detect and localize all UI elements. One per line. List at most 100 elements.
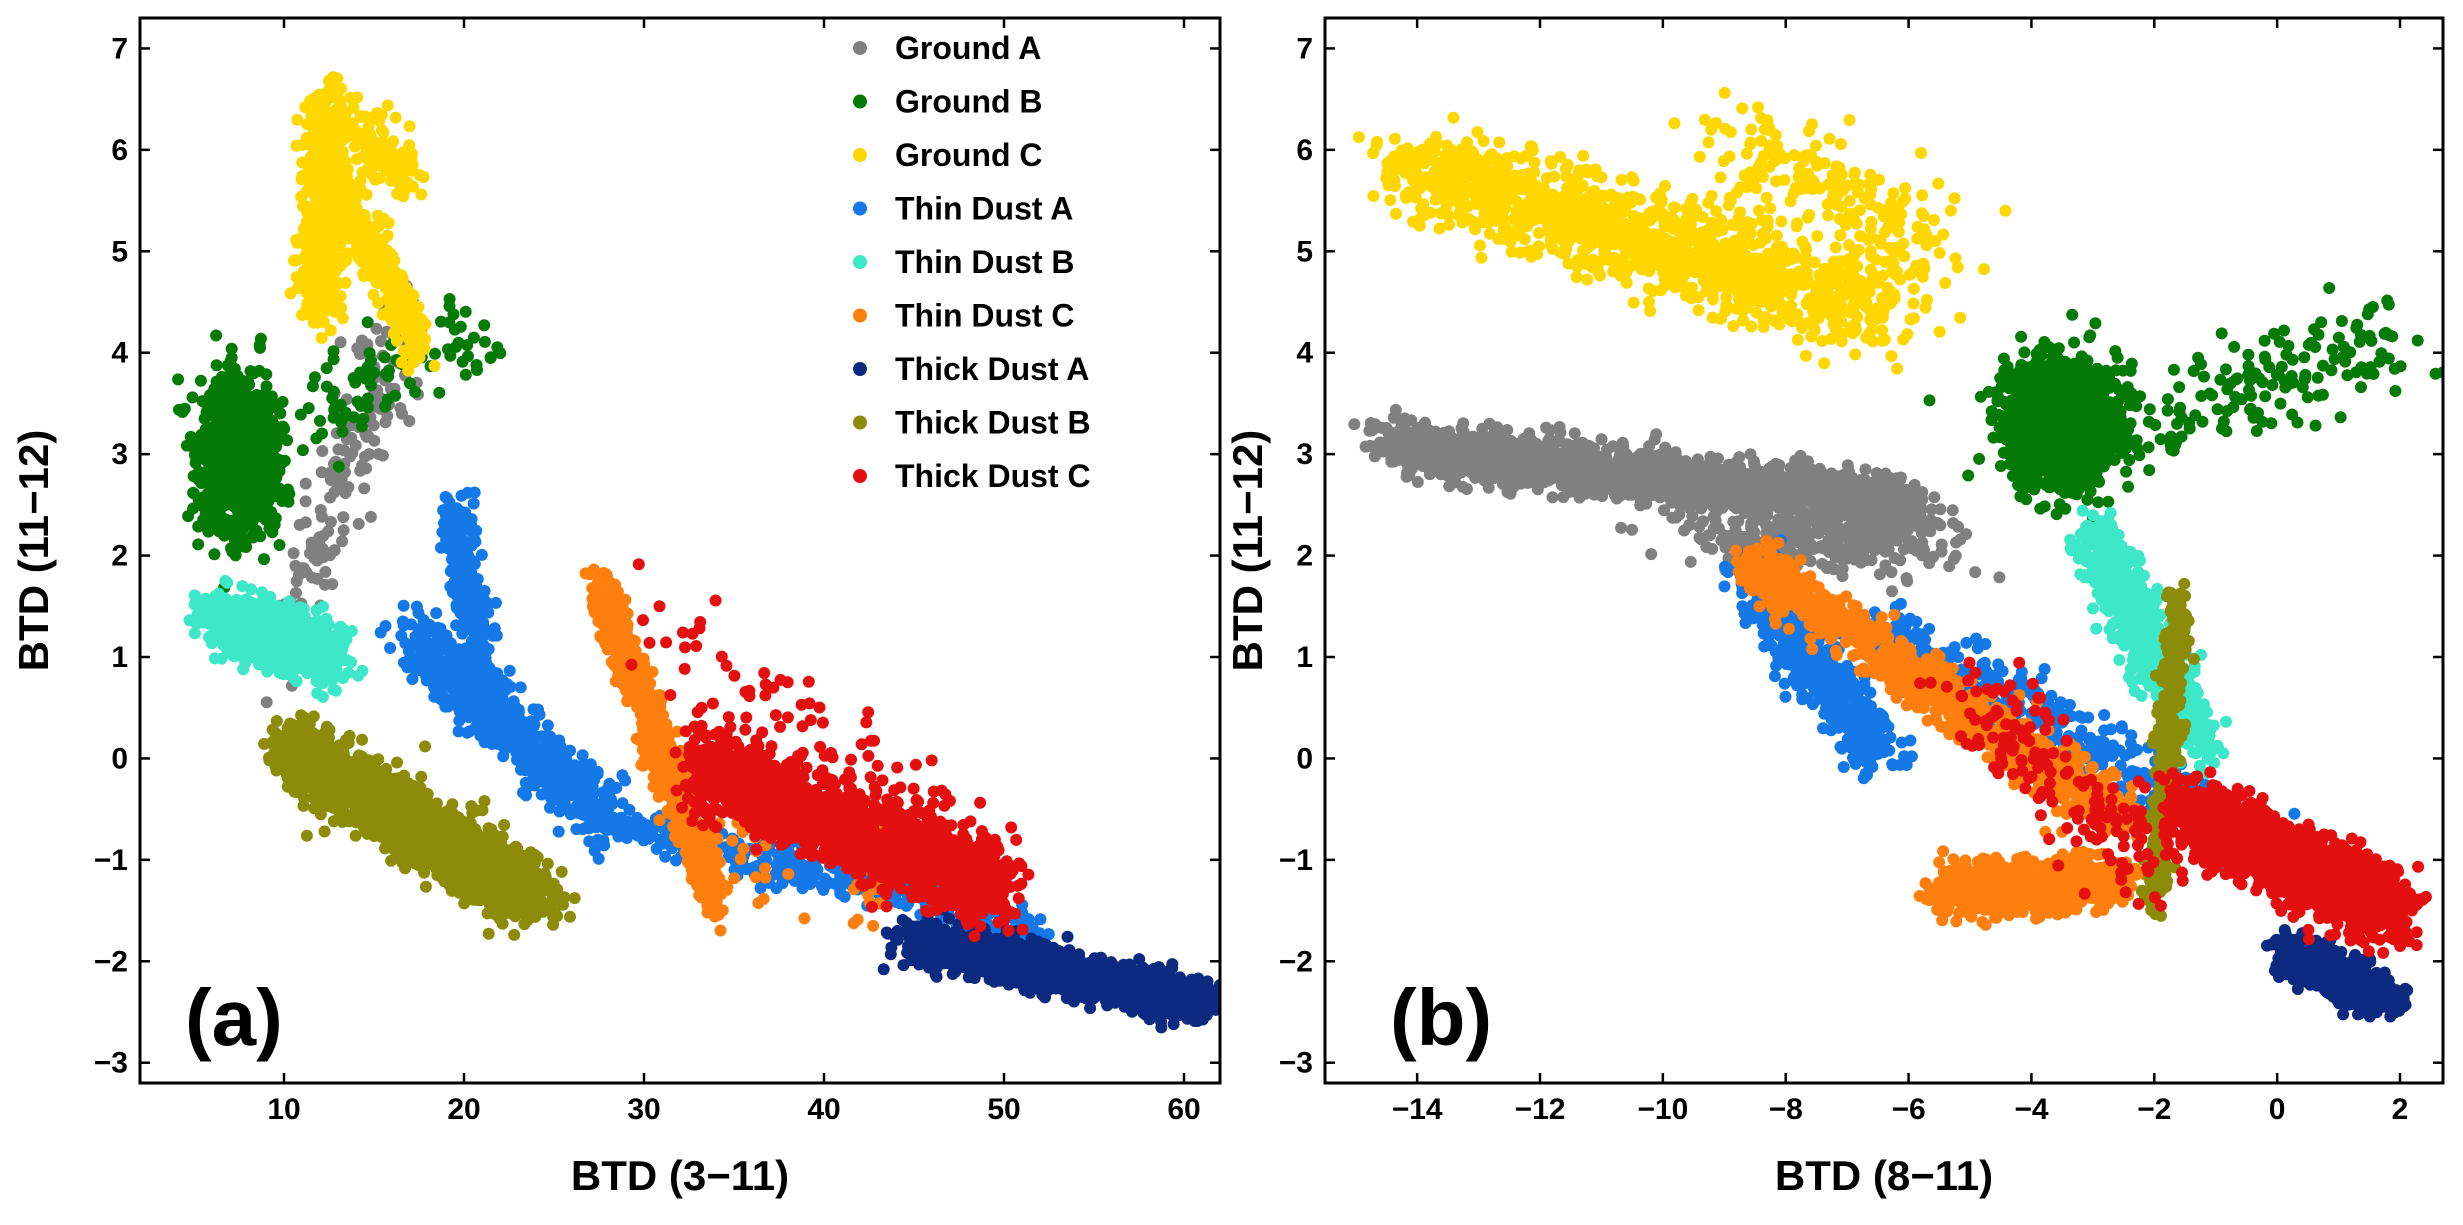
data-point [261,657,274,670]
data-point [1034,913,1047,926]
data-point [384,642,397,654]
data-point [327,345,340,358]
data-point [351,342,364,355]
data-point [188,598,201,611]
data-point [347,101,360,114]
data-point [263,439,276,452]
data-point [202,525,215,538]
data-point [354,131,366,144]
data-point [449,514,462,527]
data-point [199,473,212,486]
data-point [345,217,357,230]
scatter-points [172,71,1220,1034]
data-point [204,401,217,414]
data-point [301,308,314,321]
data-point [371,258,384,271]
data-point [361,316,374,329]
data-point [315,141,328,154]
data-point [659,850,672,863]
data-point [553,805,566,818]
data-point [405,641,418,654]
data-point [237,426,250,439]
data-point [187,502,200,515]
data-point [312,277,325,290]
data-point [486,684,498,697]
data-point [446,563,459,576]
data-point [459,305,472,318]
data-point [356,664,369,677]
data-point [360,188,373,201]
data-point [329,629,342,642]
data-point [210,359,223,372]
data-point [363,347,376,359]
data-point [230,616,243,629]
data-point [508,713,521,725]
data-point [220,612,233,625]
data-point [184,430,197,443]
data-point [221,419,234,432]
data-point [491,341,504,354]
data-point [261,455,273,468]
data-point [369,173,382,186]
data-point [317,90,330,103]
data-point [574,791,586,804]
data-point [528,779,541,792]
data-point [403,415,416,427]
data-point [194,374,207,387]
data-point [266,526,279,539]
data-point [532,703,544,716]
data-point [196,495,209,507]
data-point [299,477,312,490]
data-point [299,495,312,508]
data-point [200,444,213,457]
data-point [263,473,275,485]
data-point [237,446,250,459]
data-point [448,575,461,588]
data-point [451,601,464,614]
data-point [310,604,323,617]
data-point [723,849,736,862]
data-point [402,312,414,325]
data-point [263,417,275,430]
data-point [319,153,331,166]
data-point [223,442,236,455]
data-point [259,610,272,622]
data-point [316,295,329,308]
data-point [355,253,368,266]
data-point [397,599,410,612]
data-point [415,328,428,341]
data-point [394,402,407,415]
data-point [278,422,291,435]
data-point [463,725,476,738]
data-point [384,254,397,267]
data-point [196,616,209,629]
data-point [244,583,257,596]
data-point [324,515,337,528]
data-point [806,874,819,887]
data-point [347,411,360,424]
data-point [322,525,335,538]
data-point [407,356,420,369]
data-point [811,863,824,876]
data-point [532,758,545,771]
data-point [352,517,365,530]
data-point [404,377,416,390]
data-point [198,412,211,425]
data-point [362,430,375,443]
data-point [192,538,205,551]
data-point [396,272,409,285]
data-point [284,287,297,300]
data-point [430,643,443,656]
data-point [395,629,408,642]
data-point [515,758,528,771]
data-point [309,112,322,125]
data-point [555,761,568,774]
data-point [253,438,266,451]
data-point [583,835,596,848]
data-point [452,725,465,738]
data-point [273,539,286,551]
data-point [253,479,266,492]
data-point [216,373,229,385]
data-point [407,657,420,670]
